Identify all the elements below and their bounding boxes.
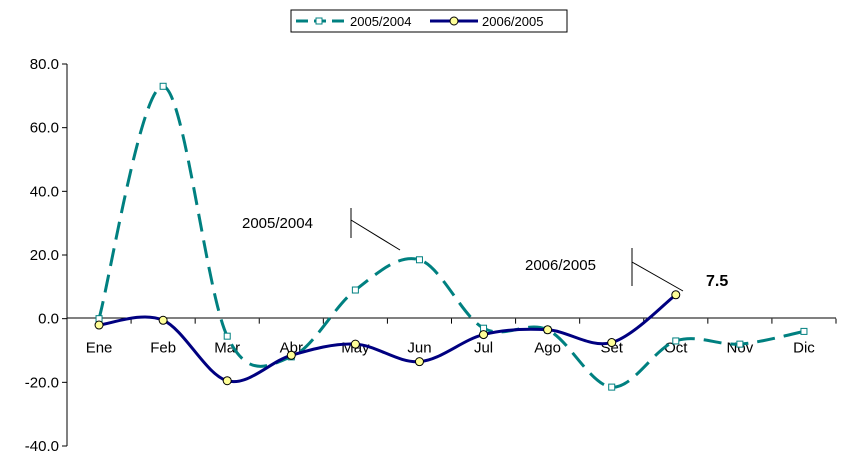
point-2005-2004-May	[351, 286, 359, 294]
x-tick-label: Jun	[407, 340, 431, 357]
legend: 2005/2004 2006/2005	[290, 9, 568, 33]
x-tick-label: Ene	[86, 340, 113, 357]
y-tick-label: 60.0	[30, 120, 59, 137]
point-2006-2005-Feb	[158, 315, 168, 325]
series-layer	[94, 82, 808, 391]
point-2005-2004-Set	[608, 383, 616, 391]
y-tick-label: -20.0	[25, 374, 59, 391]
y-tick-label: 0.0	[38, 311, 59, 328]
y-tick-label: 80.0	[30, 56, 59, 73]
annotation-2006-2005: 2006/2005	[525, 248, 684, 292]
series-line-2006-2005	[98, 293, 677, 384]
y-ticks: 80.0 60.0 40.0 20.0 0.0 -20.0 -40.0	[25, 56, 67, 452]
legend-marker-2006-2005	[449, 16, 459, 26]
point-2006-2005-Abr	[286, 350, 296, 360]
point-2006-2005-May	[350, 339, 360, 349]
point-2006-2005-Ene	[94, 320, 104, 330]
annotation-2005-2004: 2005/2004	[242, 208, 401, 251]
point-2005-2004-Dic	[800, 327, 808, 335]
data-label-2006-2005-oct: 7.5	[706, 273, 728, 290]
point-2006-2005-Jun	[414, 357, 424, 367]
point-2006-2005-Jul	[479, 330, 489, 340]
point-2006-2005-Oct	[671, 290, 681, 300]
point-2006-2005-Set	[607, 338, 617, 348]
x-tick-label: Oct	[664, 340, 688, 357]
annotation-label-2006-2005: 2006/2005	[525, 257, 596, 274]
x-tick-label: Ago	[534, 340, 561, 357]
point-2005-2004-Jun	[415, 256, 423, 264]
x-tick-label: Dic	[793, 340, 815, 357]
legend-label-2006-2005: 2006/2005	[482, 14, 543, 29]
legend-label-2005-2004: 2005/2004	[350, 14, 411, 29]
x-tick-label: Mar	[214, 340, 240, 357]
point-2005-2004-Mar	[223, 332, 231, 340]
y-tick-label: 20.0	[30, 247, 59, 264]
point-2005-2004-Oct	[672, 337, 680, 345]
point-2005-2004-Nov	[736, 340, 744, 348]
series-line-2005-2004	[97, 84, 805, 389]
legend-marker-2005-2004	[315, 17, 323, 25]
y-tick-label: 40.0	[30, 183, 59, 200]
annotation-label-2005-2004: 2005/2004	[242, 215, 313, 232]
annotation-leader-2006-2005	[631, 261, 684, 292]
x-tick-label: Feb	[150, 340, 176, 357]
point-2006-2005-Ago	[543, 325, 553, 335]
x-tick-label: Jul	[474, 340, 493, 357]
point-2006-2005-Mar	[222, 376, 232, 386]
legend-box	[290, 9, 568, 33]
annotation-leader-2005-2004	[350, 219, 401, 251]
y-tick-label: -40.0	[25, 438, 59, 452]
point-2005-2004-Feb	[159, 82, 167, 90]
